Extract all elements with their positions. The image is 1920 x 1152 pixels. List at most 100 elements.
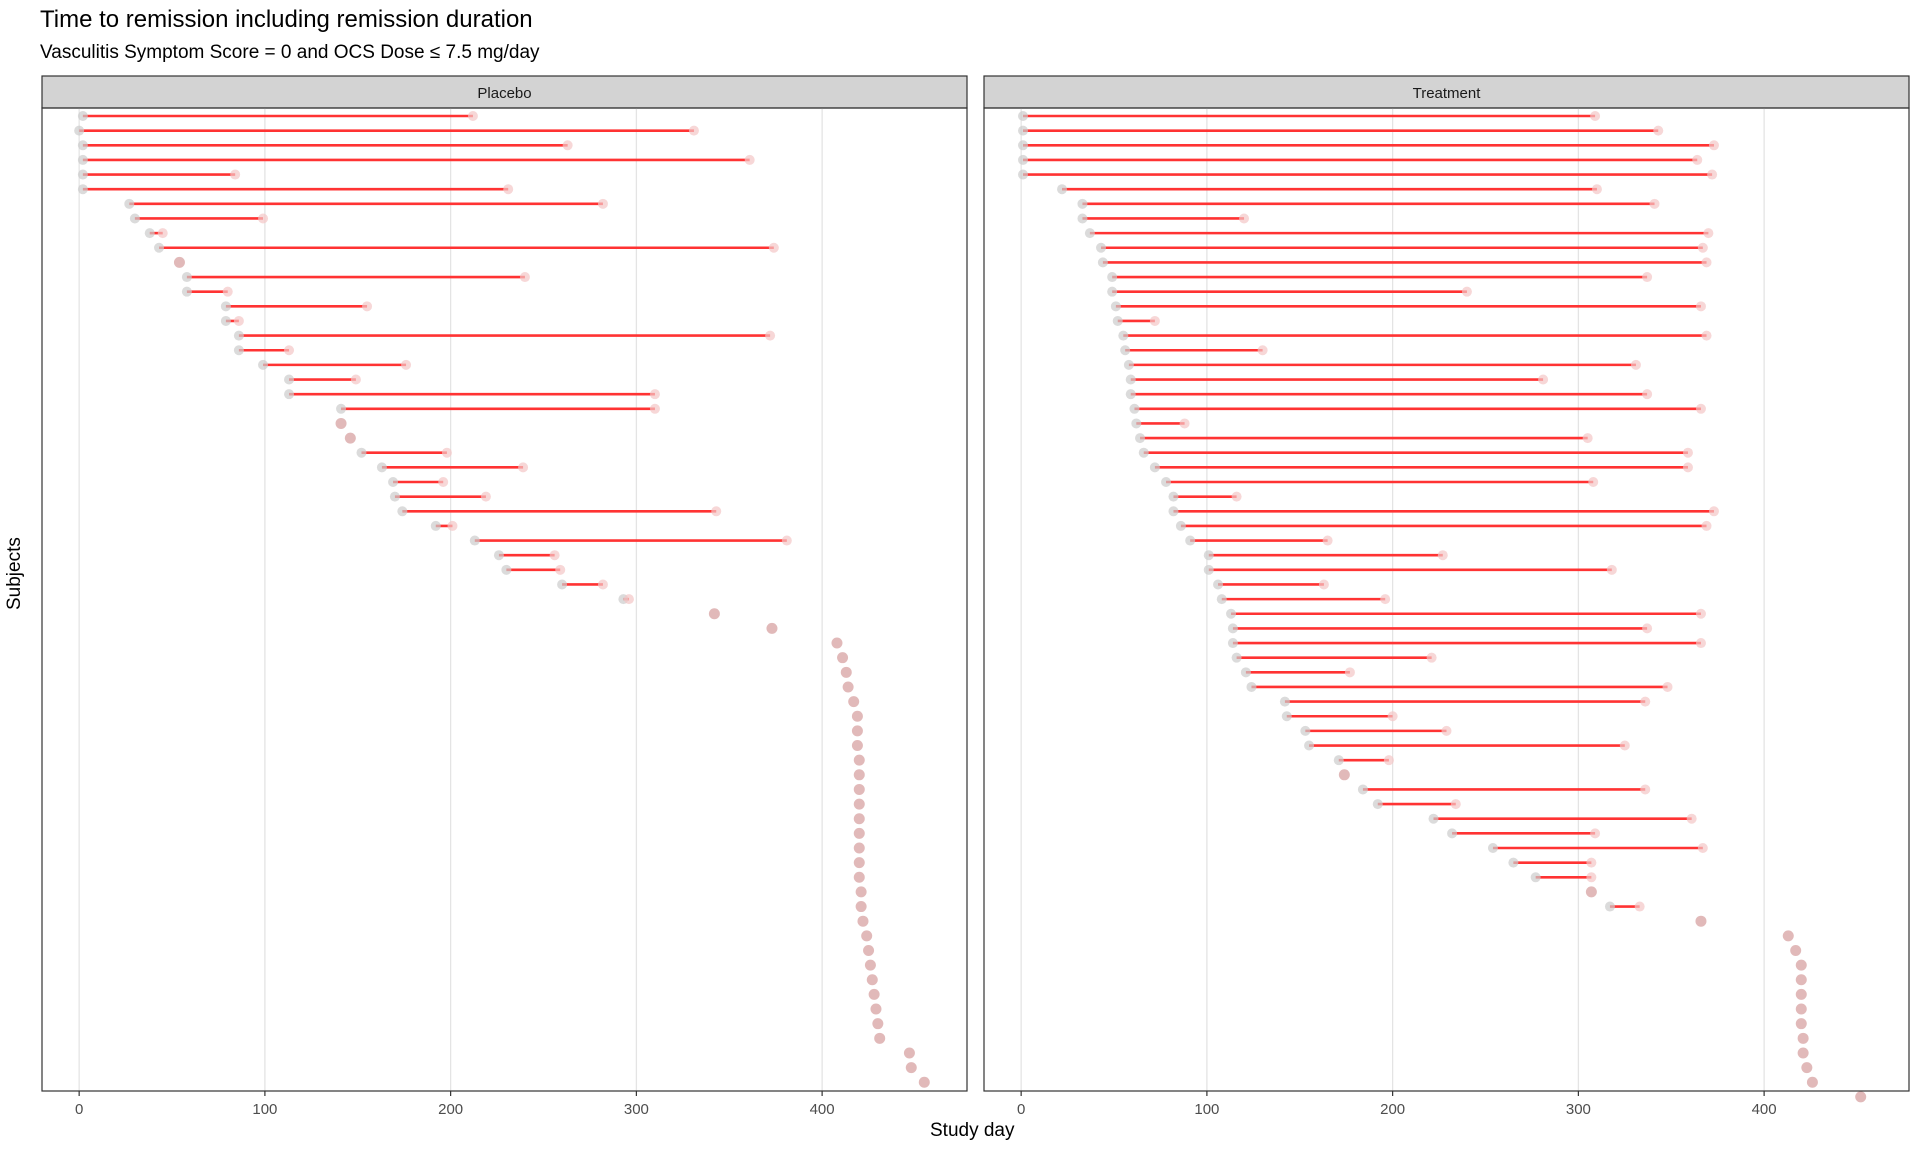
remission-start-point xyxy=(1112,315,1123,326)
subject-point xyxy=(853,813,865,825)
remission-end-point xyxy=(1662,681,1673,692)
remission-start-point xyxy=(501,564,512,575)
remission-start-point xyxy=(1213,579,1224,590)
remission-start-point xyxy=(1107,286,1118,297)
facet-strip xyxy=(41,75,968,109)
remission-end-point xyxy=(1322,535,1333,546)
remission-end-point xyxy=(230,169,241,180)
remission-start-point xyxy=(1018,125,1029,136)
remission-start-point xyxy=(1110,301,1121,312)
subject-point xyxy=(1695,915,1707,927)
subject-point xyxy=(872,1018,884,1030)
remission-start-point xyxy=(233,330,244,341)
remission-start-point xyxy=(1246,681,1257,692)
chart-title: Time to remission including remission du… xyxy=(40,6,533,33)
subject-point xyxy=(866,974,878,986)
subject-point xyxy=(851,710,863,722)
subject-point xyxy=(1795,988,1807,1000)
remission-start-point xyxy=(1226,608,1237,619)
remission-end-point xyxy=(350,374,361,385)
subject-point xyxy=(855,901,867,913)
remission-end-point xyxy=(518,462,529,473)
remission-end-point xyxy=(1591,184,1602,195)
remission-start-point xyxy=(1120,345,1131,356)
remission-end-point xyxy=(1450,799,1461,810)
remission-start-point xyxy=(284,374,295,385)
remission-end-point xyxy=(1606,564,1617,575)
remission-start-point xyxy=(1357,784,1368,795)
remission-end-point xyxy=(1695,301,1706,312)
remission-end-point xyxy=(1383,755,1394,766)
remission-end-point xyxy=(1582,433,1593,444)
subject-point xyxy=(840,666,852,678)
remission-end-point xyxy=(768,242,779,253)
remission-start-point xyxy=(77,184,88,195)
remission-end-point xyxy=(503,184,514,195)
subject-point xyxy=(870,1003,882,1015)
remission-end-point xyxy=(1701,257,1712,268)
subject-point xyxy=(853,871,865,883)
subject-point xyxy=(864,959,876,971)
remission-end-point xyxy=(1708,140,1719,151)
facet-label: Treatment xyxy=(1413,85,1482,102)
remission-end-point xyxy=(1692,154,1703,165)
remission-start-point xyxy=(77,140,88,151)
remission-start-point xyxy=(1118,330,1129,341)
subject-point xyxy=(863,944,875,956)
remission-end-point xyxy=(1701,520,1712,531)
remission-end-point xyxy=(233,315,244,326)
remission-end-point xyxy=(284,345,295,356)
subject-point xyxy=(335,417,347,429)
subject-point xyxy=(853,783,865,795)
x-tick-label: 200 xyxy=(1380,1101,1405,1118)
remission-start-point xyxy=(1231,652,1242,663)
remission-end-point xyxy=(597,198,608,209)
subject-point xyxy=(853,798,865,810)
subject-point xyxy=(918,1076,930,1088)
remission-end-point xyxy=(765,330,776,341)
remission-start-point xyxy=(1227,638,1238,649)
x-tick-label: 300 xyxy=(624,1101,649,1118)
remission-end-point xyxy=(1686,813,1697,824)
remission-end-point xyxy=(597,579,608,590)
facet-label: Placebo xyxy=(477,85,531,102)
remission-end-point xyxy=(222,286,233,297)
remission-end-point xyxy=(1586,857,1597,868)
remission-end-point xyxy=(1640,696,1651,707)
subject-point xyxy=(851,740,863,752)
remission-end-point xyxy=(781,535,792,546)
remission-start-point xyxy=(1161,477,1172,487)
subject-point xyxy=(868,988,880,1000)
subject-point xyxy=(857,915,869,927)
remission-start-point xyxy=(1057,184,1068,195)
remission-end-point xyxy=(1590,828,1601,839)
subject-point xyxy=(766,622,778,634)
remission-end-point xyxy=(401,359,412,370)
remission-end-point xyxy=(1231,491,1242,502)
subject-point xyxy=(874,1032,886,1044)
remission-end-point xyxy=(555,564,566,575)
subject-point xyxy=(344,432,356,444)
remission-end-point xyxy=(1590,111,1601,121)
remission-end-point xyxy=(362,301,373,312)
remission-start-point xyxy=(258,359,269,370)
subject-point xyxy=(1797,1032,1809,1044)
remission-end-point xyxy=(1426,652,1437,663)
remission-end-point xyxy=(1387,711,1398,722)
remission-start-point xyxy=(397,506,408,517)
remission-end-point xyxy=(258,213,269,224)
subject-point xyxy=(1855,1091,1867,1103)
remission-start-point xyxy=(376,462,387,473)
remission-start-point xyxy=(77,169,88,180)
remission-end-point xyxy=(447,520,458,531)
remission-start-point xyxy=(1135,433,1146,444)
remission-start-point xyxy=(1333,755,1344,766)
remission-end-point xyxy=(1441,725,1452,736)
remission-start-point xyxy=(430,520,441,531)
remission-start-point xyxy=(1428,813,1439,824)
remission-end-point xyxy=(1461,286,1472,297)
remission-start-point xyxy=(1018,154,1029,165)
remission-start-point xyxy=(388,477,399,487)
x-tick-label: 200 xyxy=(438,1101,463,1118)
remission-end-point xyxy=(1649,198,1660,209)
